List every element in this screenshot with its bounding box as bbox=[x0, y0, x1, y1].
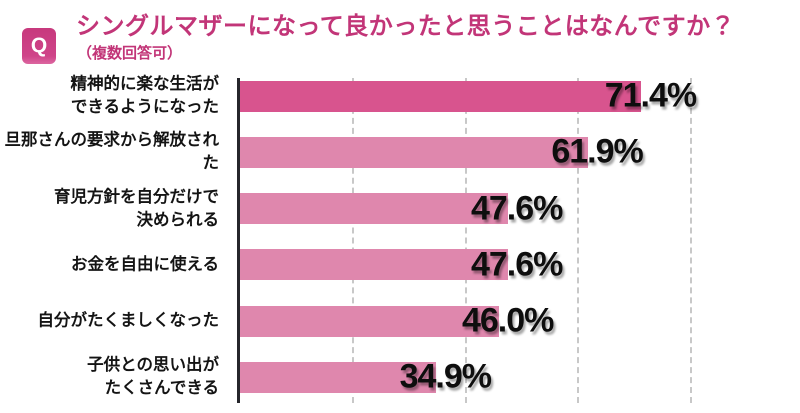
value-label: 71.4% bbox=[604, 76, 697, 115]
gridline-20 bbox=[352, 78, 355, 403]
chart-subtitle: （複数回答可） bbox=[77, 45, 183, 62]
category-label: 育児方針を自分だけで 決められる bbox=[54, 187, 219, 229]
category-labels: 精神的に楽な生活が できるようになった旦那さんの要求から解放された育児方針を自分… bbox=[0, 75, 227, 403]
bar bbox=[240, 136, 588, 168]
category-label: 子供との思い出が たくさんできる bbox=[87, 356, 219, 398]
gridline-40 bbox=[464, 78, 467, 403]
value-label: 61.9% bbox=[551, 132, 643, 171]
category-label: 旦那さんの要求から解放された bbox=[4, 131, 220, 173]
page-title: シングルマザーになって良かったと思うことはなんですか？ bbox=[76, 13, 736, 40]
value-label: 34.9% bbox=[399, 357, 492, 396]
bar bbox=[240, 193, 508, 225]
value-label: 46.0% bbox=[461, 301, 554, 340]
bar-chart: 71.4% 61.9% 47.6% 47.6% 46.0% 34.9% bbox=[237, 76, 800, 403]
category-label: お金を自由に使える bbox=[70, 255, 219, 274]
question-badge-label: Q bbox=[30, 34, 48, 57]
question-badge: Q bbox=[22, 28, 56, 64]
value-label: 47.6% bbox=[470, 245, 563, 284]
bar bbox=[240, 305, 499, 337]
bar bbox=[240, 249, 508, 281]
value-label: 47.6% bbox=[470, 189, 563, 228]
gridline-60 bbox=[577, 78, 580, 403]
bar bbox=[240, 361, 437, 393]
bar bbox=[240, 80, 642, 112]
category-label: 自分がたくましくなった bbox=[37, 311, 220, 330]
category-label: 精神的に楽な生活が できるようになった bbox=[70, 75, 220, 117]
gridline-80 bbox=[689, 78, 692, 403]
